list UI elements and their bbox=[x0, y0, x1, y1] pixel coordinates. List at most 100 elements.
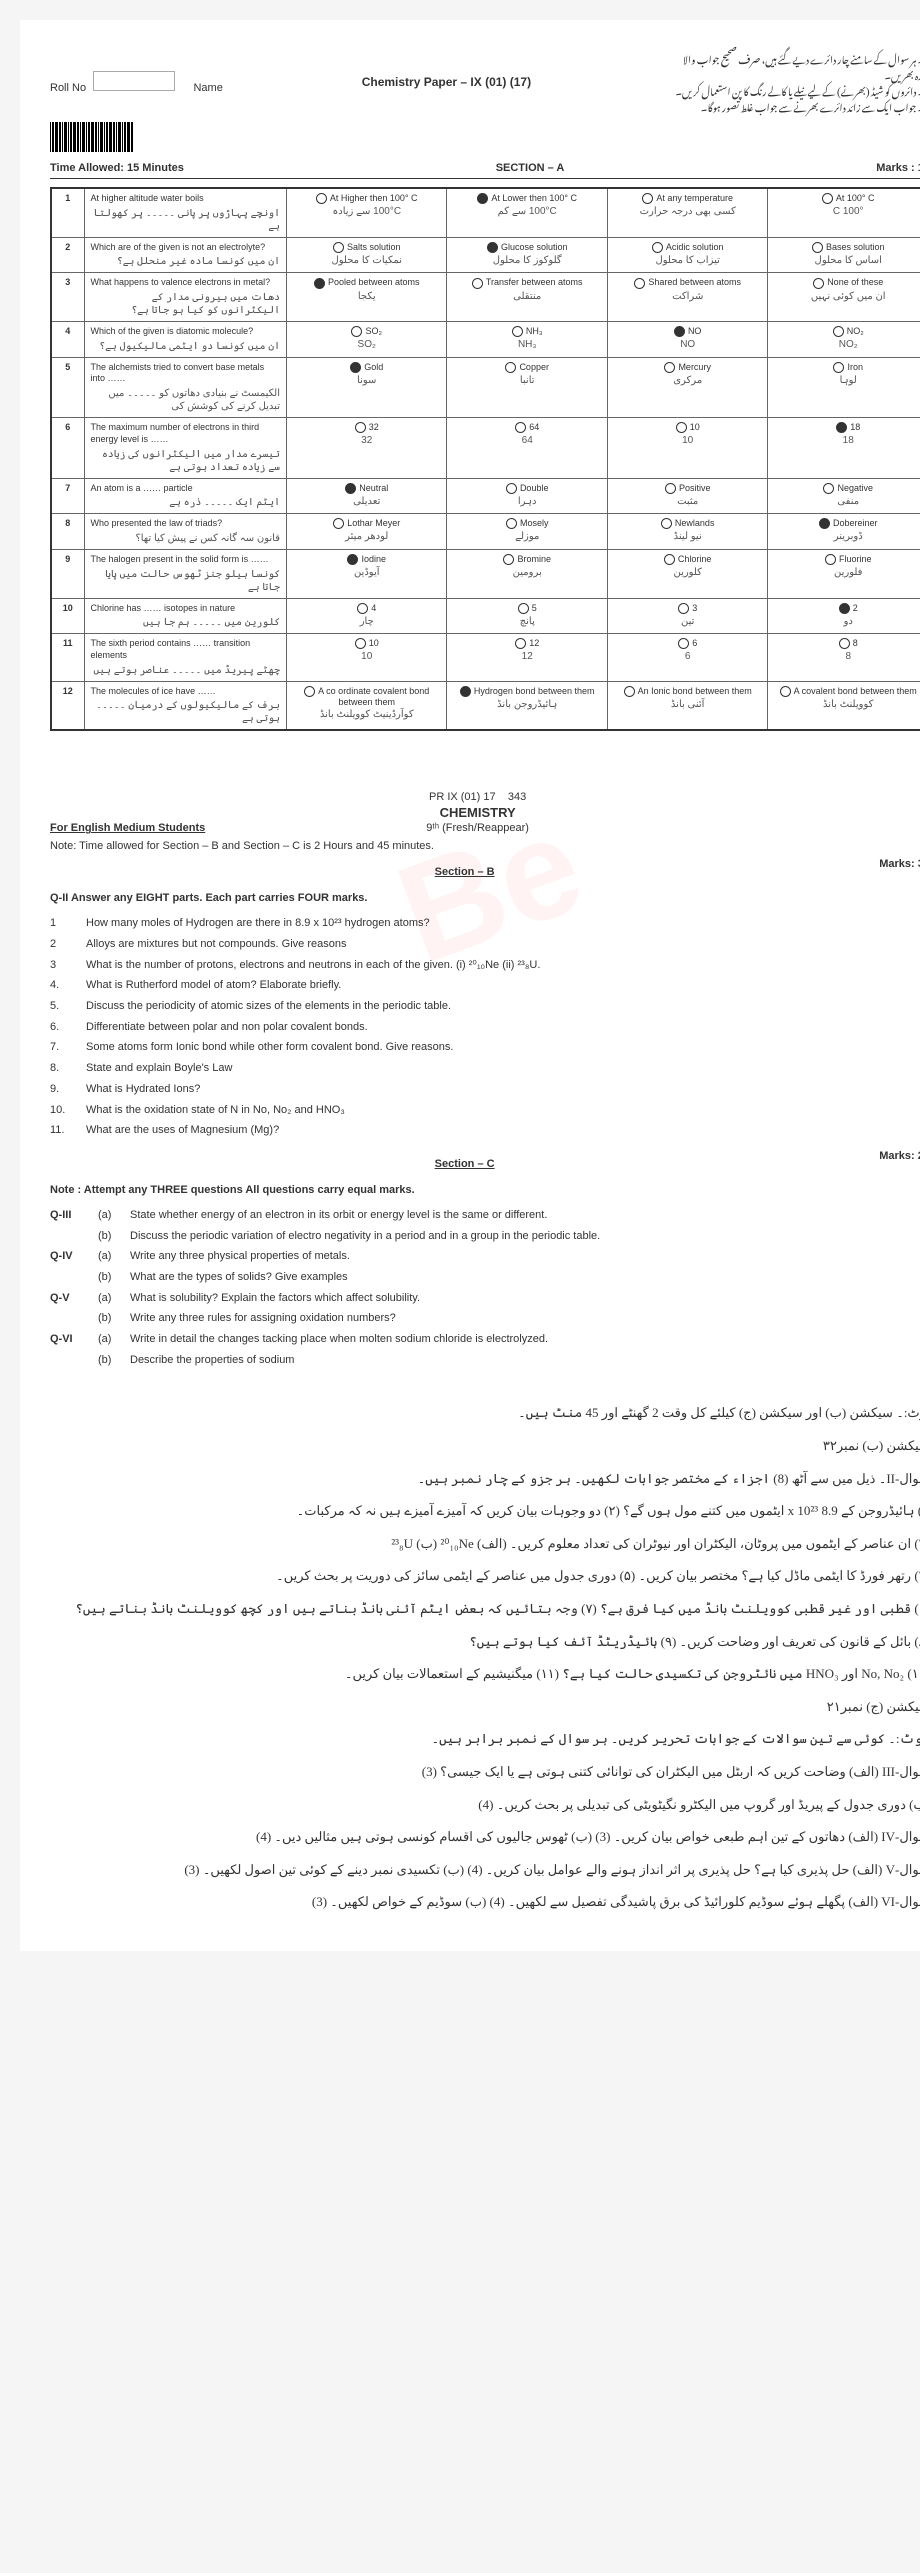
option[interactable]: Copperتانبا bbox=[447, 357, 607, 417]
radio-icon[interactable] bbox=[634, 278, 645, 289]
option[interactable]: NONO bbox=[607, 322, 767, 358]
option[interactable]: Mercuryمرکری bbox=[607, 357, 767, 417]
radio-icon[interactable] bbox=[515, 422, 526, 433]
option[interactable]: An Ionic bond between themآئنی بانڈ bbox=[607, 681, 767, 730]
radio-icon[interactable] bbox=[664, 362, 675, 373]
option[interactable]: 1010 bbox=[607, 418, 767, 478]
radio-icon[interactable] bbox=[839, 638, 850, 649]
radio-icon[interactable] bbox=[825, 554, 836, 565]
option[interactable]: At 100° C100° C bbox=[768, 188, 920, 237]
radio-icon[interactable] bbox=[472, 278, 483, 289]
radio-icon[interactable] bbox=[819, 518, 830, 529]
radio-icon[interactable] bbox=[642, 193, 653, 204]
radio-icon[interactable] bbox=[355, 422, 366, 433]
radio-icon[interactable] bbox=[355, 638, 366, 649]
option[interactable]: Shared between atomsشراکت bbox=[607, 273, 767, 322]
option[interactable]: 1818 bbox=[768, 418, 920, 478]
option[interactable]: Glucose solutionگلوکوز کا محلول bbox=[447, 237, 607, 273]
radio-icon[interactable] bbox=[351, 326, 362, 337]
option[interactable]: Lothar Meyerلودھر میئر bbox=[286, 514, 446, 550]
option[interactable]: Moselyموزلے bbox=[447, 514, 607, 550]
radio-icon[interactable] bbox=[676, 422, 687, 433]
option[interactable]: Negativeمنفی bbox=[768, 478, 920, 514]
radio-icon[interactable] bbox=[333, 518, 344, 529]
qc-text: Write any three rules for assigning oxid… bbox=[130, 1309, 902, 1328]
radio-icon[interactable] bbox=[813, 278, 824, 289]
option[interactable]: 3تین bbox=[607, 598, 767, 634]
option[interactable]: NH₃NH₃ bbox=[447, 322, 607, 358]
radio-icon[interactable] bbox=[839, 603, 850, 614]
radio-icon[interactable] bbox=[823, 483, 834, 494]
option[interactable]: Bases solutionاساس کا محلول bbox=[768, 237, 920, 273]
radio-icon[interactable] bbox=[304, 686, 315, 697]
radio-icon[interactable] bbox=[314, 278, 325, 289]
option[interactable]: 4چار bbox=[286, 598, 446, 634]
radio-icon[interactable] bbox=[624, 686, 635, 697]
radio-icon[interactable] bbox=[836, 422, 847, 433]
option[interactable]: 2دو bbox=[768, 598, 920, 634]
option[interactable]: Bromineبرومین bbox=[447, 549, 607, 598]
option[interactable]: None of theseان میں کوئی نہیں bbox=[768, 273, 920, 322]
option[interactable]: Acidic solutionتیزاب کا محلول bbox=[607, 237, 767, 273]
option[interactable]: 5پانچ bbox=[447, 598, 607, 634]
option[interactable]: 66 bbox=[607, 634, 767, 681]
radio-icon[interactable] bbox=[512, 326, 523, 337]
option[interactable]: Salts solutionنمکیات کا محلول bbox=[286, 237, 446, 273]
radio-icon[interactable] bbox=[661, 518, 672, 529]
option[interactable]: Dobereinerڈوبرینر bbox=[768, 514, 920, 550]
radio-icon[interactable] bbox=[678, 638, 689, 649]
option[interactable]: Positiveمثبت bbox=[607, 478, 767, 514]
option[interactable]: Goldسونا bbox=[286, 357, 446, 417]
radio-icon[interactable] bbox=[333, 242, 344, 253]
radio-icon[interactable] bbox=[822, 193, 833, 204]
radio-icon[interactable] bbox=[652, 242, 663, 253]
radio-icon[interactable] bbox=[515, 638, 526, 649]
option[interactable]: 1010 bbox=[286, 634, 446, 681]
option[interactable]: Chlorineکلورین bbox=[607, 549, 767, 598]
option[interactable]: SO₂SO₂ bbox=[286, 322, 446, 358]
option[interactable]: 1212 bbox=[447, 634, 607, 681]
radio-icon[interactable] bbox=[477, 193, 488, 204]
option[interactable]: Hydrogen bond between themہائیڈروجن بانڈ bbox=[447, 681, 607, 730]
radio-icon[interactable] bbox=[518, 603, 529, 614]
radio-icon[interactable] bbox=[674, 326, 685, 337]
radio-icon[interactable] bbox=[664, 554, 675, 565]
option[interactable]: At Lower then 100° C100°C سے کم bbox=[447, 188, 607, 237]
radio-icon[interactable] bbox=[345, 483, 356, 494]
option[interactable]: Fluorineفلورین bbox=[768, 549, 920, 598]
option[interactable]: Newlandsنیو لینڈ bbox=[607, 514, 767, 550]
option[interactable]: Doubleدہرا bbox=[447, 478, 607, 514]
radio-icon[interactable] bbox=[506, 483, 517, 494]
option[interactable]: Ironلوہا bbox=[768, 357, 920, 417]
option[interactable]: At any temperatureکسی بھی درجہ حرارت bbox=[607, 188, 767, 237]
radio-icon[interactable] bbox=[316, 193, 327, 204]
qc-marks: 4 bbox=[910, 1289, 920, 1308]
radio-icon[interactable] bbox=[350, 362, 361, 373]
radio-icon[interactable] bbox=[678, 603, 689, 614]
option[interactable]: 6464 bbox=[447, 418, 607, 478]
q-num: 4 bbox=[51, 322, 84, 358]
radio-icon[interactable] bbox=[665, 483, 676, 494]
option[interactable]: A co ordinate covalent bond between them… bbox=[286, 681, 446, 730]
option[interactable]: Neutralتعدیلی bbox=[286, 478, 446, 514]
option[interactable]: Transfer between atomsمنتقلی bbox=[447, 273, 607, 322]
radio-icon[interactable] bbox=[347, 554, 358, 565]
radio-icon[interactable] bbox=[833, 326, 844, 337]
radio-icon[interactable] bbox=[506, 518, 517, 529]
option[interactable]: 88 bbox=[768, 634, 920, 681]
radio-icon[interactable] bbox=[460, 686, 471, 697]
option[interactable]: NO₂NO₂ bbox=[768, 322, 920, 358]
radio-icon[interactable] bbox=[487, 242, 498, 253]
option[interactable]: 3232 bbox=[286, 418, 446, 478]
radio-icon[interactable] bbox=[812, 242, 823, 253]
radio-icon[interactable] bbox=[357, 603, 368, 614]
option[interactable]: A covalent bond between themکوویلنٹ بانڈ bbox=[768, 681, 920, 730]
radio-icon[interactable] bbox=[780, 686, 791, 697]
radio-icon[interactable] bbox=[505, 362, 516, 373]
option[interactable]: At Higher then 100° C100°C سے زیادہ bbox=[286, 188, 446, 237]
radio-icon[interactable] bbox=[503, 554, 514, 565]
option[interactable]: Pooled between atomsیکجا bbox=[286, 273, 446, 322]
urdu-line: (i) ہائیڈروجن کے 8.9 x 10²³ ایٹموں میں ک… bbox=[50, 1497, 920, 1526]
radio-icon[interactable] bbox=[833, 362, 844, 373]
option[interactable]: Iodineآیوڈین bbox=[286, 549, 446, 598]
